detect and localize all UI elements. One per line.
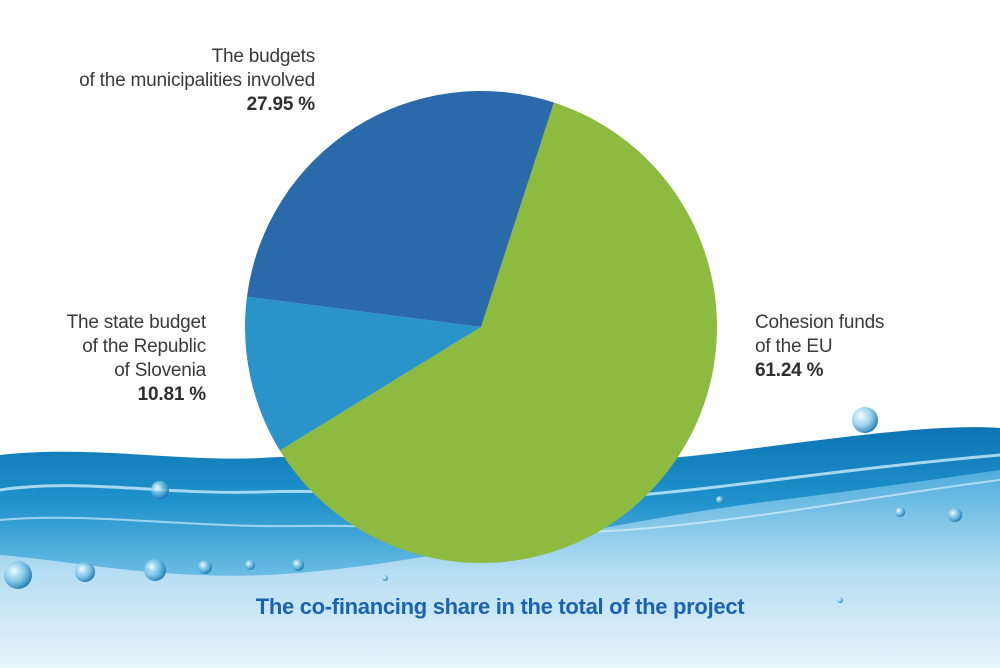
label-line: Cohesion funds (755, 312, 885, 333)
pie-chart (245, 91, 717, 563)
pie-slice-2 (246, 91, 554, 327)
label-line: The budgets (211, 46, 316, 67)
label-line: The state budget (66, 312, 207, 333)
label-line: of the EU (755, 336, 833, 357)
slice-value: 10.81 % (137, 384, 207, 405)
slice-value: 27.95 % (246, 94, 316, 115)
chart-title: The co-financing share in the total of t… (255, 594, 745, 619)
slice-value: 61.24 % (755, 360, 824, 381)
label-line: of Slovenia (114, 360, 206, 381)
pie-slice-0 (279, 102, 717, 563)
pie-slice-1 (245, 296, 481, 451)
label-line: of the Republic (82, 336, 206, 357)
slice-label-state-budget: The state budget of the Republic of Slov… (66, 311, 207, 407)
label-line: of the municipalities involved (79, 70, 315, 91)
slice-label-cohesion-funds: Cohesion funds of the EU 61.24 % (755, 311, 884, 383)
slice-label-municipalities: The budgets of the municipalities involv… (79, 45, 315, 117)
